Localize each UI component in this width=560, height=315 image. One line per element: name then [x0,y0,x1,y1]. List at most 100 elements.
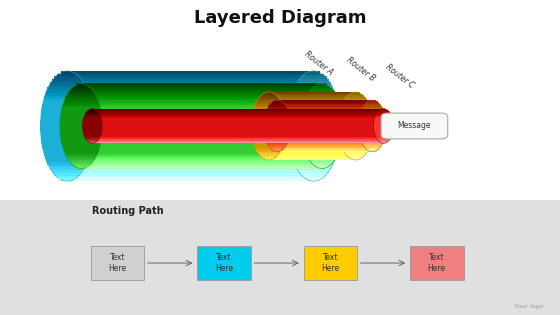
Bar [269,136,356,138]
Bar [268,146,286,147]
Bar [358,127,386,129]
Bar [277,134,372,135]
Bar [277,104,372,105]
Bar [64,98,98,100]
Bar [42,142,92,145]
Bar [298,79,329,82]
Bar [277,111,372,112]
Bar [267,143,287,144]
Bar [85,137,100,138]
Bar [67,126,314,129]
Bar [81,103,322,105]
Bar [67,154,314,156]
Bar [68,92,95,94]
Bar [251,121,287,123]
Bar [374,128,394,129]
Bar [338,124,374,126]
Bar [269,146,356,148]
Bar [92,124,384,125]
Bar [381,109,386,110]
Bar [90,142,95,143]
Bar [269,152,356,153]
Bar [81,130,322,132]
Bar [92,128,384,129]
Bar [374,132,393,133]
Bar [302,139,342,141]
Bar [338,119,374,121]
Bar [86,139,99,140]
Bar [67,74,314,77]
Bar [359,131,386,132]
Bar [302,141,342,143]
Bar [338,129,374,131]
Bar [92,115,384,116]
Bar [67,107,314,110]
Bar [254,143,284,145]
Bar [380,110,388,111]
Bar [41,110,93,112]
Bar [360,114,385,116]
Bar [287,137,340,140]
Bar [92,126,384,127]
Bar [67,118,314,121]
Bar [301,117,343,120]
Bar [45,156,89,159]
Bar [264,119,291,121]
Bar [361,139,384,140]
Bar [82,128,102,129]
Bar [81,96,322,98]
Bar [294,88,333,90]
Bar [265,139,289,140]
Bar [349,157,362,158]
Bar [63,145,100,147]
Bar [60,113,102,115]
Bar [81,158,322,160]
Bar [67,164,314,167]
Bar [81,98,322,100]
Bar [67,178,314,181]
Bar [277,138,372,139]
Bar [377,112,390,113]
Bar [46,90,88,93]
Bar [83,132,102,133]
Bar [60,122,102,124]
Bar [67,76,314,79]
Bar [277,126,372,127]
Bar [290,101,338,104]
Bar [305,100,339,103]
Bar [81,94,322,96]
Bar [301,124,343,126]
Bar [40,121,94,123]
Bar [62,107,100,109]
Bar [338,135,373,136]
Bar [251,123,287,124]
Bar [265,92,273,94]
Bar [67,94,96,96]
Bar [48,88,87,90]
Bar [86,138,99,139]
Bar [301,76,326,79]
Bar [375,116,392,117]
Bar [374,130,393,131]
Bar [343,150,368,152]
Bar [269,135,356,136]
Bar [60,132,102,135]
Bar [88,110,96,111]
Bar [87,111,98,112]
Bar [67,167,314,170]
Bar [360,116,385,117]
Bar [301,135,343,137]
Bar [82,127,102,128]
Text: Text
Here: Text Here [109,253,127,273]
Bar [66,96,97,98]
Bar [338,126,374,128]
Bar [295,85,332,88]
Bar [361,112,384,113]
Bar [367,101,377,103]
Bar [69,90,93,92]
Bar [301,173,326,176]
Bar [358,129,386,130]
Bar [49,164,86,167]
Bar [67,145,314,148]
Bar [62,143,100,145]
